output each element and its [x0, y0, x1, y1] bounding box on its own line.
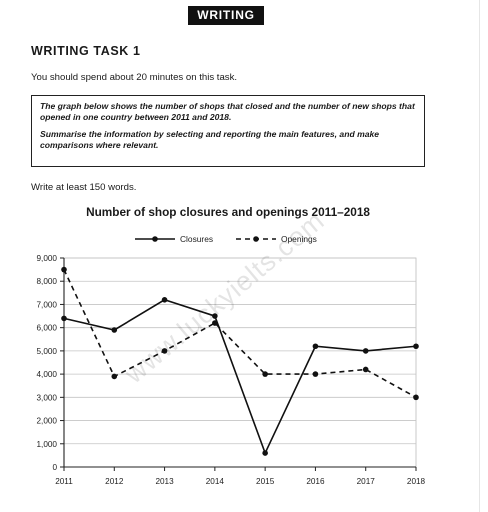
closures-point — [362, 348, 369, 354]
x-tick-label: 2017 — [357, 477, 376, 486]
openings-point — [362, 366, 369, 373]
y-tick-label: 6,000 — [37, 324, 58, 333]
closures-point — [212, 313, 218, 319]
openings-point — [312, 371, 319, 377]
closures-point — [413, 343, 419, 350]
y-tick-label: 1,000 — [37, 440, 58, 449]
page-edge — [479, 0, 480, 512]
x-tick-label: 2012 — [105, 477, 124, 486]
openings-point — [161, 348, 168, 354]
y-tick-label: 9,000 — [37, 254, 58, 263]
x-tick-label: 2016 — [306, 477, 325, 486]
section-badge: WRITING — [188, 6, 264, 25]
task-prompt-box: The graph below shows the number of shop… — [31, 95, 425, 167]
y-tick-label: 2,000 — [37, 417, 58, 426]
task-title: WRITING TASK 1 — [31, 44, 141, 58]
y-tick-label: 5,000 — [37, 347, 58, 356]
prompt-description: The graph below shows the number of shop… — [40, 101, 415, 122]
y-tick-label: 3,000 — [37, 393, 58, 402]
openings-point — [61, 266, 67, 273]
closures-point — [312, 343, 319, 350]
x-tick-label: 2014 — [206, 477, 225, 486]
x-tick-label: 2011 — [55, 477, 73, 486]
openings-legend-label: Openings — [281, 234, 317, 244]
y-tick-label: 4,000 — [37, 370, 58, 379]
plot-frame — [63, 257, 417, 468]
openings-point — [262, 371, 268, 377]
x-tick-label: 2015 — [256, 477, 275, 486]
word-count-instruction: Write at least 150 words. — [31, 182, 137, 193]
y-tick-label: 8,000 — [37, 277, 58, 286]
closures-legend-marker — [152, 236, 158, 242]
openings-line — [63, 269, 417, 399]
closures-point — [262, 450, 268, 456]
x-tick-label: 2018 — [407, 477, 426, 486]
openings-legend-marker — [253, 236, 259, 242]
time-instruction: You should spend about 20 minutes on thi… — [31, 72, 238, 83]
openings-point — [212, 320, 218, 326]
y-tick-label: 0 — [52, 463, 57, 472]
openings-point — [111, 373, 118, 380]
closures-point — [161, 297, 168, 303]
closures-line — [63, 298, 417, 456]
prompt-summary-instruction: Summarise the information by selecting a… — [40, 129, 380, 150]
openings-point — [413, 394, 419, 401]
chart-title: Number of shop closures and openings 201… — [86, 205, 370, 219]
closures-point — [61, 315, 67, 322]
closures-legend-label: Closures — [180, 234, 213, 244]
closures-point — [111, 327, 118, 333]
x-tick-label: 2013 — [155, 477, 174, 486]
y-tick-label: 7,000 — [37, 300, 58, 309]
